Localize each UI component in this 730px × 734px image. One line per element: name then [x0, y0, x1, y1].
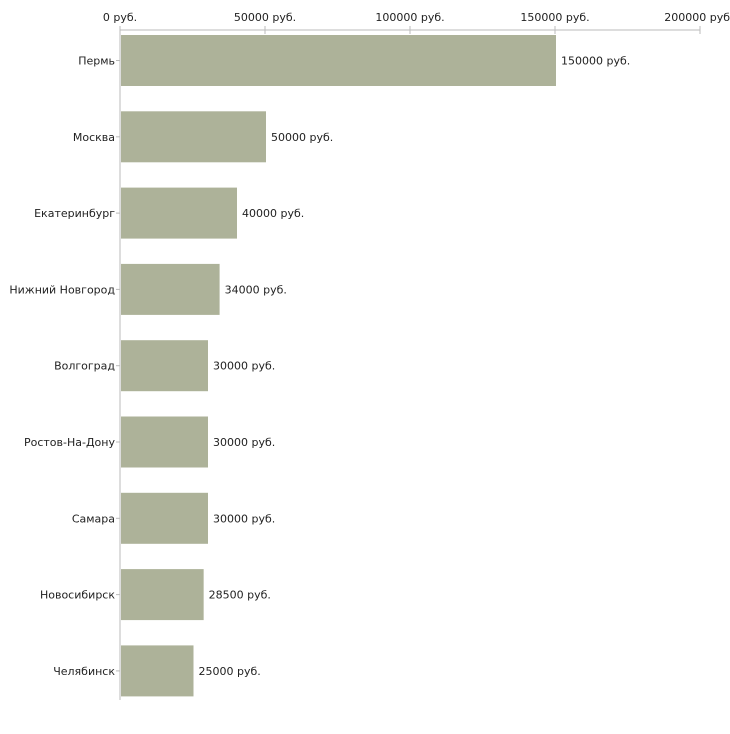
value-label: 30000 руб. — [213, 436, 275, 449]
category-label: Челябинск — [53, 665, 115, 678]
category-label: Нижний Новгород — [9, 283, 115, 296]
x-axis: 0 руб. 50000 руб. 100000 руб. 150000 руб. 20… — [103, 11, 730, 700]
value-label: 25000 руб. — [199, 665, 261, 678]
value-label: 150000 руб. — [561, 55, 630, 68]
value-label: 30000 руб. — [213, 512, 275, 525]
bar — [121, 35, 556, 86]
value-label: 40000 руб. — [242, 207, 304, 220]
bar — [121, 492, 208, 544]
x-tick-label: 0 руб. — [103, 11, 137, 24]
category-label: Новосибирск — [40, 589, 115, 602]
value-label: 30000 руб. — [213, 360, 275, 373]
category-label: Екатеринбург — [34, 207, 115, 220]
value-label: 50000 руб. — [271, 131, 333, 144]
x-tick-label: 100000 руб. — [375, 11, 444, 24]
value-label: 34000 руб. — [225, 283, 287, 296]
category-label: Волгоград — [54, 360, 115, 373]
category-label: Москва — [73, 131, 115, 144]
x-tick-label: 50000 руб. — [234, 11, 296, 24]
bar — [121, 111, 266, 163]
bars — [121, 35, 556, 697]
bar — [121, 187, 237, 239]
bar — [121, 645, 194, 697]
category-label: Ростов-На-Дону — [24, 436, 115, 449]
category-label: Пермь — [78, 55, 115, 68]
category-label: Самара — [72, 512, 115, 525]
x-tick-label: 200000 руб — [664, 11, 730, 24]
value-label: 28500 руб. — [209, 589, 271, 602]
bar — [121, 416, 208, 468]
bar — [121, 263, 220, 315]
bar — [121, 569, 204, 621]
bar — [121, 340, 208, 392]
labels: Пермь 150000 руб. Москва 50000 руб. Екатерин… — [9, 55, 630, 678]
x-tick-label: 150000 руб. — [520, 11, 589, 24]
